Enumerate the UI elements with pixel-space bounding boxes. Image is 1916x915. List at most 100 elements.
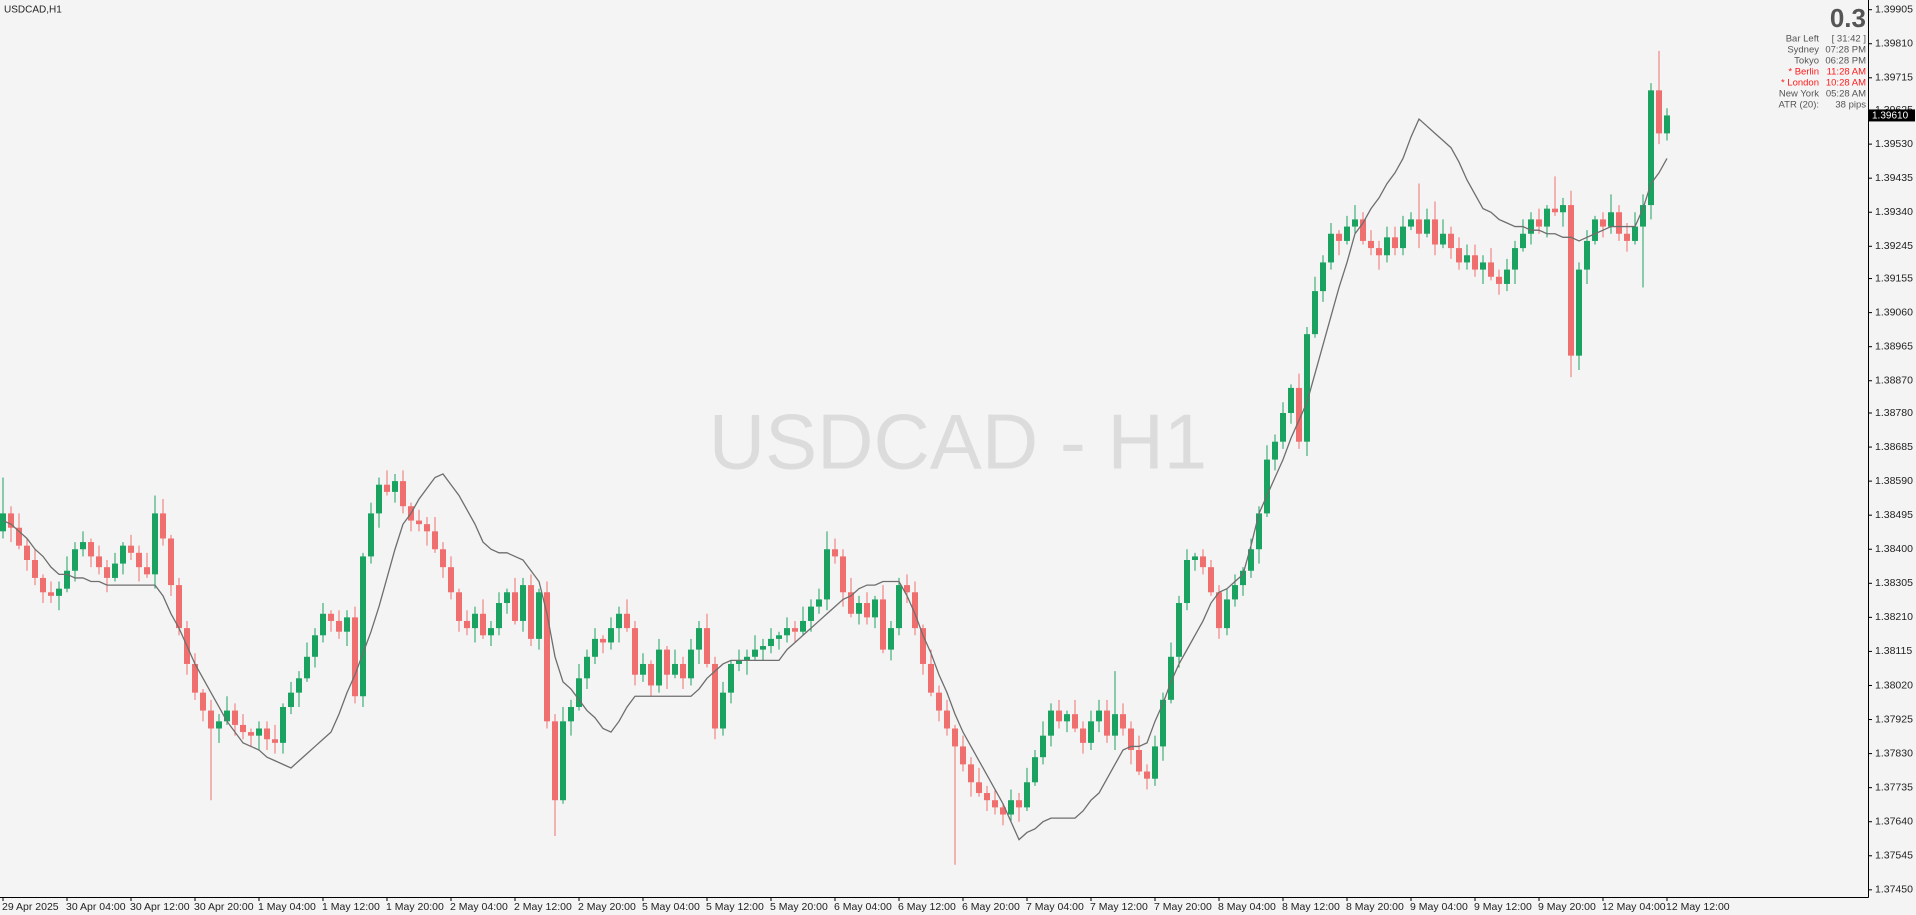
candle-body xyxy=(784,628,790,636)
candle-body xyxy=(1536,219,1542,227)
y-tick-label: 1.37925 xyxy=(1875,713,1913,725)
candle-body xyxy=(1664,115,1670,134)
candle-body xyxy=(1472,255,1478,270)
candle-body xyxy=(1000,807,1006,815)
candle-body xyxy=(280,706,286,743)
candle-body xyxy=(568,706,574,722)
candle-body xyxy=(832,549,838,557)
x-tick-label: 30 Apr 04:00 xyxy=(66,901,126,913)
candle-body xyxy=(368,513,374,557)
candle-body xyxy=(912,592,918,629)
candle-body xyxy=(544,592,550,722)
candle-body xyxy=(1376,248,1382,256)
candle-body xyxy=(864,603,870,618)
candle-body xyxy=(1632,226,1638,241)
info-label: * London xyxy=(1781,78,1819,89)
candle-body xyxy=(272,739,278,743)
candle-body xyxy=(1416,219,1422,234)
candle-body xyxy=(240,724,246,733)
candle-body xyxy=(1448,233,1454,249)
candle-body xyxy=(264,728,270,740)
y-tick-label: 1.38780 xyxy=(1875,407,1913,419)
candle-body xyxy=(504,592,510,604)
candle-body xyxy=(1184,559,1190,604)
watermark: USDCAD - H1 xyxy=(709,398,1207,486)
candle-body xyxy=(1216,592,1222,629)
candle-body xyxy=(1424,219,1430,234)
candle-body xyxy=(24,545,30,560)
x-tick-label: 30 Apr 20:00 xyxy=(194,901,254,913)
candle-body xyxy=(1400,226,1406,249)
candle-body xyxy=(1144,771,1150,779)
candle-body xyxy=(1640,205,1646,227)
candle-body xyxy=(720,692,726,729)
info-label: Bar Left xyxy=(1786,34,1820,45)
x-tick-label: 7 May 12:00 xyxy=(1090,901,1148,913)
candle-body xyxy=(1280,413,1286,442)
candle-body xyxy=(1408,219,1414,227)
candle-body xyxy=(1232,585,1238,600)
candle-body xyxy=(792,628,798,632)
y-tick-label: 1.38210 xyxy=(1875,611,1913,623)
candle-body xyxy=(1544,208,1550,227)
candle-body xyxy=(376,484,382,514)
candle-body xyxy=(712,663,718,729)
candle-body xyxy=(1456,248,1462,263)
candle-body xyxy=(824,549,830,600)
candle-body xyxy=(1520,233,1526,249)
candle-body xyxy=(1392,237,1398,249)
candle-body xyxy=(1208,567,1214,593)
candle-body xyxy=(640,663,646,675)
candle-body xyxy=(672,663,678,675)
candle-body xyxy=(1368,240,1374,249)
x-tick-label: 1 May 12:00 xyxy=(322,901,380,913)
x-tick-label: 9 May 20:00 xyxy=(1538,901,1596,913)
candle-body xyxy=(104,567,110,578)
candle-body xyxy=(976,782,982,794)
y-tick-label: 1.38115 xyxy=(1875,645,1912,657)
candle-body xyxy=(1384,237,1390,256)
candle-body xyxy=(896,585,902,629)
candle-body xyxy=(1352,219,1358,227)
candle-body xyxy=(1088,721,1094,743)
candle-body xyxy=(112,563,118,578)
candle-body xyxy=(1608,212,1614,227)
x-tick-label: 5 May 04:00 xyxy=(642,901,700,913)
y-tick-label: 1.38400 xyxy=(1875,543,1913,555)
candle-body xyxy=(120,545,126,564)
y-tick-label: 1.37735 xyxy=(1875,781,1913,793)
candle-body xyxy=(392,481,398,492)
x-tick-label: 7 May 20:00 xyxy=(1154,901,1212,913)
candle-body xyxy=(1040,735,1046,758)
y-tick-label: 1.38495 xyxy=(1875,509,1913,521)
candle-body xyxy=(160,513,166,539)
candle-body xyxy=(1344,226,1350,241)
candle-body xyxy=(968,764,974,783)
candle-body xyxy=(1648,90,1654,206)
y-tick-label: 1.38870 xyxy=(1875,375,1913,387)
candle-body xyxy=(96,556,102,568)
candle-body xyxy=(360,556,366,697)
candle-body xyxy=(1624,233,1630,241)
candle-body xyxy=(520,585,526,621)
info-value: 11:28 AM xyxy=(1827,67,1867,78)
candle-body xyxy=(480,613,486,636)
candle-body xyxy=(208,710,214,729)
candle-body xyxy=(1568,205,1574,356)
candle-body xyxy=(848,592,854,614)
info-value: 07:28 PM xyxy=(1825,45,1866,56)
candle-body xyxy=(328,613,334,621)
info-value: 05:28 AM xyxy=(1826,89,1866,100)
candle-body xyxy=(1256,513,1262,550)
candle-body xyxy=(64,570,70,589)
candle-body xyxy=(1240,570,1246,586)
x-tick-label: 6 May 04:00 xyxy=(834,901,892,913)
candle-body xyxy=(1200,556,1206,568)
info-label: ATR (20): xyxy=(1779,100,1819,111)
x-tick-label: 12 May 04:00 xyxy=(1602,901,1666,913)
candle-body xyxy=(1168,656,1174,700)
candle-body xyxy=(1160,699,1166,747)
candle-body xyxy=(400,481,406,507)
info-label: Sydney xyxy=(1787,45,1819,56)
